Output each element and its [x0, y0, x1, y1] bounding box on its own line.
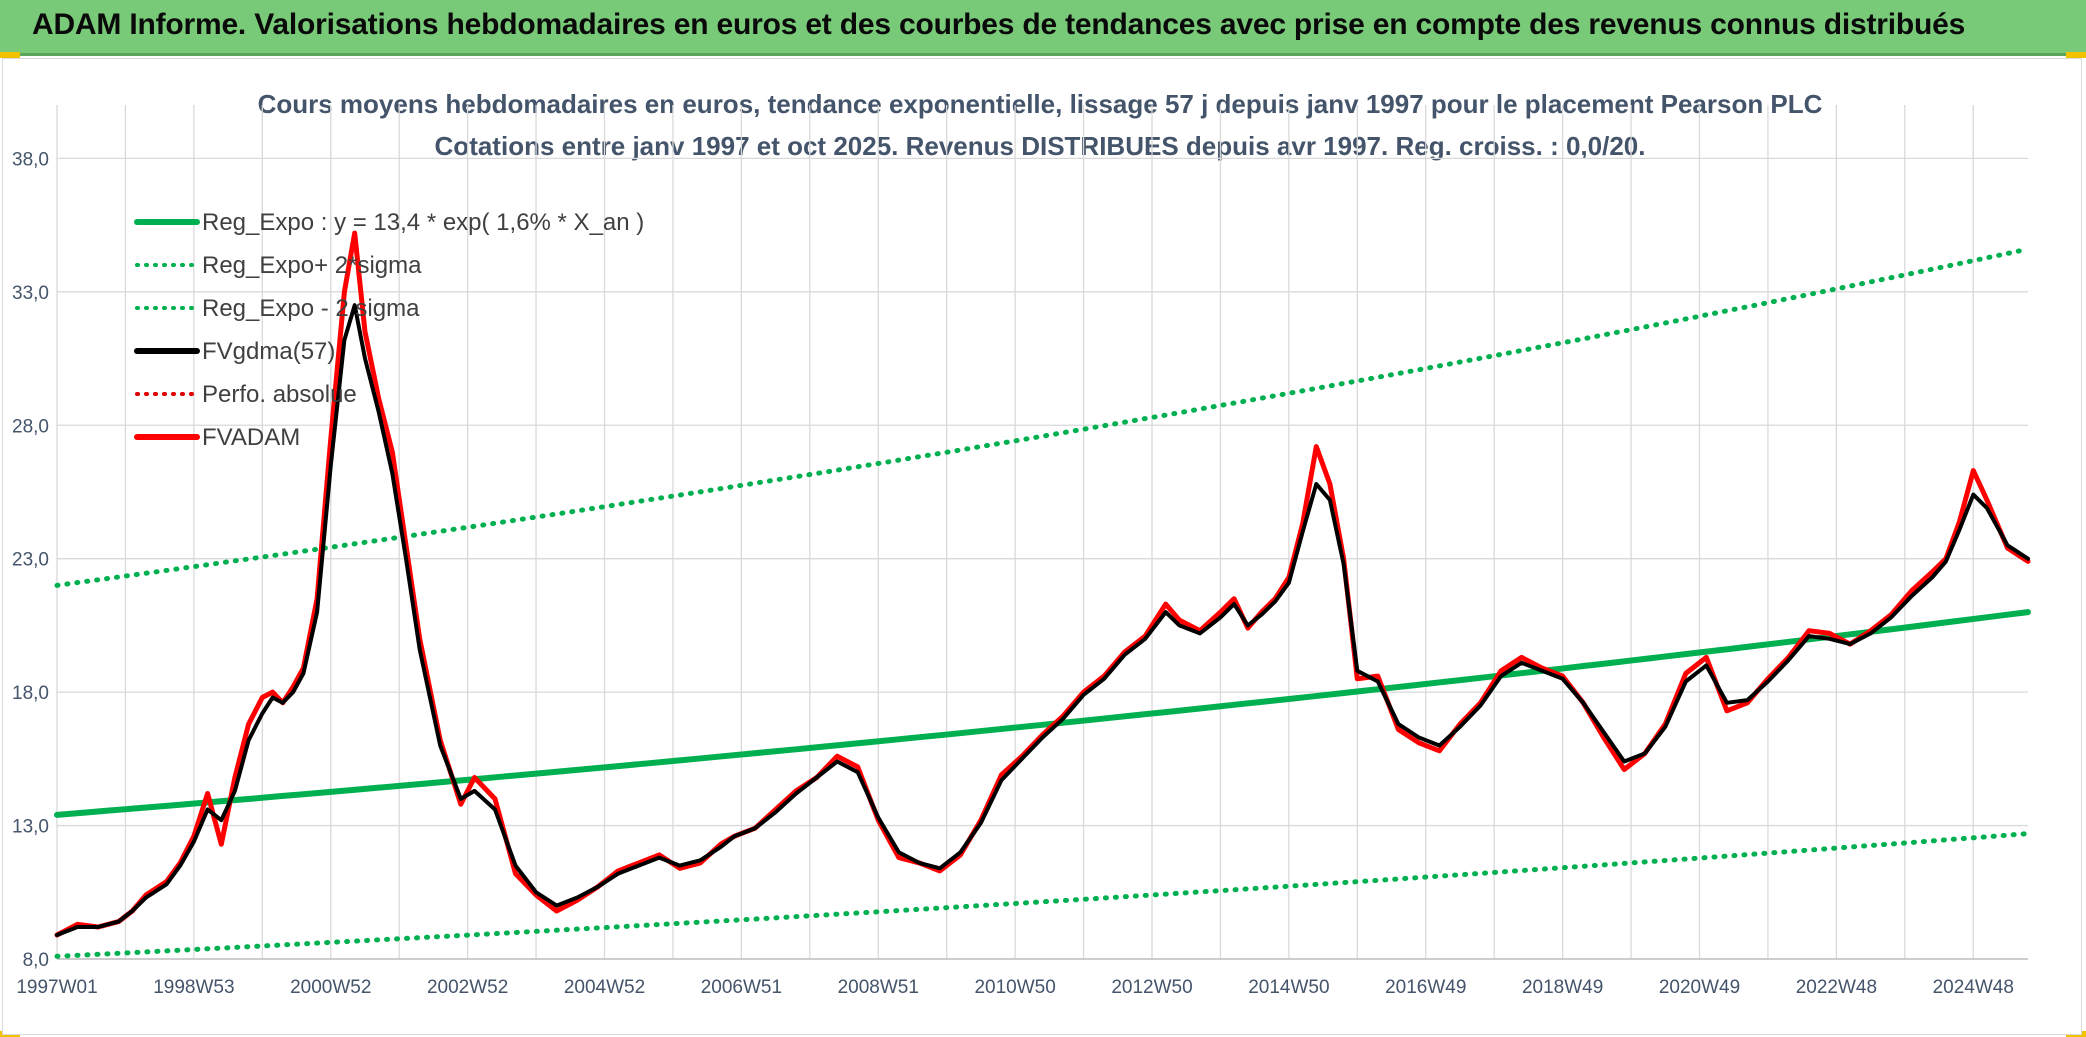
- legend: Reg_Expo : y = 13,4 * exp( 1,6% * X_an )…: [134, 209, 644, 451]
- chart-title-line1: Cours moyens hebdomadaires en euros, ten…: [258, 89, 1823, 119]
- x-tick-label: 2016W49: [1385, 977, 1466, 998]
- legend-label: Reg_Expo : y = 13,4 * exp( 1,6% * X_an ): [202, 209, 644, 236]
- x-tick-label: 2008W51: [838, 977, 919, 998]
- legend-label: Reg_Expo - 2 sigma: [202, 295, 420, 322]
- x-axis-ticks: 1997W01 1998W53 2000W52 2002W52 2004W52 2006W…: [16, 977, 2014, 998]
- x-tick-label: 2012W50: [1111, 977, 1192, 998]
- x-tick-label: 2000W52: [290, 977, 371, 998]
- x-tick-label: 2014W50: [1248, 977, 1329, 998]
- y-tick-label: 13,0: [12, 817, 49, 838]
- y-tick-label: 33,0: [12, 283, 49, 304]
- series-line-fvadam: [54, 230, 2031, 938]
- legend-label: FVADAM: [202, 424, 300, 451]
- x-tick-label: 2024W48: [1933, 977, 2014, 998]
- series-line-reg-expo-2-sigma: [54, 831, 2031, 959]
- series-layer: [54, 230, 2031, 959]
- legend-label: Perfo. absolue: [202, 381, 357, 408]
- legend-label: Reg_Expo+ 2*sigma: [202, 252, 422, 279]
- y-tick-label: 28,0: [12, 416, 49, 437]
- y-tick-label: 38,0: [12, 149, 49, 170]
- x-tick-label: 2020W49: [1659, 977, 1740, 998]
- y-axis-ticks: 8,0 13,0 18,0 23,0 28,0 33,0 38,0: [12, 149, 49, 971]
- corner-accent-left: [0, 52, 20, 58]
- x-tick-label: 2018W49: [1522, 977, 1603, 998]
- page-title: ADAM Informe. Valorisations hebdomadaire…: [32, 8, 1966, 41]
- series-line-reg-expo: [54, 609, 2031, 818]
- x-tick-label: 1998W53: [153, 977, 234, 998]
- series-line-fvgdma-57-: [55, 303, 2030, 937]
- y-tick-label: 23,0: [12, 550, 49, 571]
- x-tick-label: 2006W51: [701, 977, 782, 998]
- x-tick-label: 2010W50: [974, 977, 1055, 998]
- grid-lines: [56, 105, 2028, 960]
- series-line-reg-expo-2-sigma: [54, 246, 2031, 588]
- x-tick-label: 2002W52: [427, 977, 508, 998]
- x-tick-label: 1997W01: [16, 977, 97, 998]
- y-tick-label: 18,0: [12, 683, 49, 704]
- chart-frame: [2, 58, 2082, 1035]
- legend-label: FVgdma(57): [202, 338, 335, 365]
- x-tick-label: 2022W48: [1796, 977, 1877, 998]
- header-banner: ADAM Informe. Valorisations hebdomadaire…: [0, 0, 2086, 56]
- corner-accent-right: [2066, 52, 2086, 58]
- x-tick-label: 2004W52: [564, 977, 645, 998]
- y-tick-label: 8,0: [23, 950, 49, 971]
- chart-title-line2: Cotations entre janv 1997 et oct 2025. R…: [435, 131, 1646, 161]
